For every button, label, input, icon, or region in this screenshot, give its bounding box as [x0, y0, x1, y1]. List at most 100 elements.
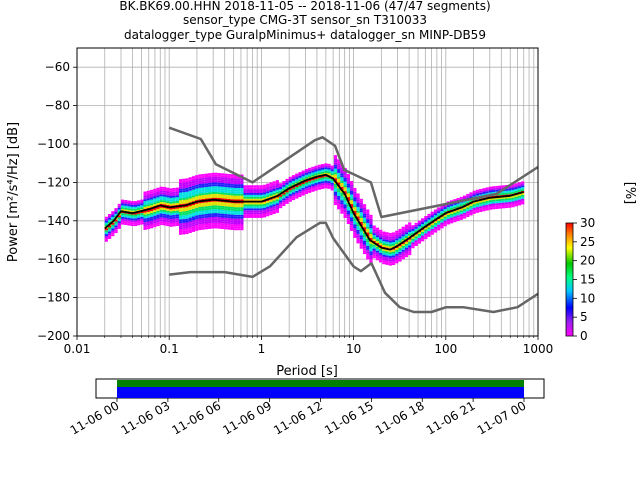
heatmap-cell — [353, 205, 357, 208]
heatmap-cell — [237, 228, 241, 231]
heatmap-cell — [411, 225, 415, 228]
heatmap-cell — [314, 184, 318, 187]
heatmap-cell — [395, 232, 399, 235]
heatmap-cell — [124, 209, 128, 212]
heatmap-cell — [401, 228, 405, 231]
heatmap-cell — [440, 209, 444, 212]
heatmap-cell — [178, 186, 183, 189]
heatmap-cell — [240, 195, 244, 198]
heatmap-cell — [353, 203, 357, 206]
heatmap-cell — [104, 220, 108, 223]
heatmap-cell — [137, 211, 141, 214]
heatmap-cell — [185, 191, 189, 194]
heatmap-cell — [517, 190, 522, 192]
heatmap-cell — [462, 212, 467, 215]
heatmap-cell — [424, 217, 428, 220]
heatmap-cell — [269, 211, 273, 214]
heatmap-cell — [211, 197, 215, 200]
heatmap-cell — [224, 215, 228, 218]
heatmap-cell — [204, 196, 209, 199]
heatmap-cell — [369, 253, 373, 256]
heatmap-cell — [137, 217, 141, 220]
heatmap-cell — [169, 217, 173, 220]
heatmap-cell — [240, 203, 244, 206]
heatmap-cell — [237, 182, 241, 185]
heatmap-cell — [482, 201, 486, 204]
heatmap-cell — [511, 203, 515, 206]
heatmap-cell — [156, 214, 160, 217]
heatmap-cell — [198, 228, 202, 231]
heatmap-cell — [337, 172, 341, 175]
heatmap-cell — [350, 219, 354, 222]
heatmap-cell — [266, 195, 270, 198]
heatmap-cell — [388, 232, 392, 235]
heatmap-cell — [340, 175, 344, 178]
heatmap-cell — [275, 199, 280, 202]
reference-curves — [168, 126, 538, 314]
heatmap-cell — [359, 244, 363, 247]
heatmap-cell — [224, 202, 228, 205]
heatmap-cell — [249, 187, 254, 190]
heatmap-cell — [211, 176, 215, 179]
heatmap-cell — [159, 200, 163, 203]
heatmap-cell — [143, 206, 147, 209]
heatmap-cell — [253, 208, 257, 211]
heatmap-cell — [488, 198, 492, 201]
heatmap-cell — [401, 249, 405, 252]
heatmap-cell — [156, 220, 160, 223]
heatmap-cell — [346, 174, 351, 177]
heatmap-cell — [337, 190, 341, 193]
heatmap-cell — [275, 193, 280, 196]
heatmap-cell — [243, 208, 247, 211]
heatmap-cell — [211, 211, 215, 214]
heatmap-cell — [169, 213, 173, 216]
heatmap-cell — [266, 191, 270, 194]
heatmap-cell — [249, 202, 254, 205]
heatmap-cell — [356, 206, 360, 209]
heatmap-cell — [153, 221, 157, 224]
heatmap-cell — [240, 178, 244, 181]
heatmap-cell — [362, 236, 367, 239]
heatmap-cell — [256, 194, 260, 197]
heatmap-cell — [240, 186, 244, 188]
heatmap-cell — [350, 182, 354, 185]
heatmap-cell — [395, 253, 399, 256]
heatmap-cell — [472, 190, 476, 193]
heatmap-cell — [498, 199, 502, 201]
heatmap-cell — [246, 196, 250, 199]
heatmap-cell — [343, 204, 347, 207]
heatmap-cell — [104, 235, 108, 238]
coverage-bar-bottom — [117, 387, 524, 398]
heatmap-cell — [227, 191, 231, 194]
heatmap-cell — [159, 205, 163, 208]
heatmap-cell — [353, 232, 357, 235]
heatmap-cell — [230, 187, 234, 190]
heatmap-cell — [504, 192, 509, 195]
heatmap-cell — [482, 190, 486, 193]
heatmap-cell — [211, 215, 215, 217]
heatmap-cell — [511, 191, 515, 194]
heatmap-cell — [430, 211, 434, 214]
heatmap-cell — [182, 197, 186, 200]
heatmap-cell — [346, 181, 351, 184]
heatmap-cell — [266, 212, 270, 215]
heatmap-cell — [220, 213, 225, 216]
heatmap-cell — [504, 190, 509, 193]
heatmap-cell — [204, 219, 209, 222]
heatmap-cell — [343, 177, 347, 180]
heatmap-cell — [340, 169, 344, 172]
heatmap-cell — [301, 182, 305, 185]
heatmap-cell — [169, 219, 173, 221]
heatmap-cell — [166, 212, 170, 215]
heatmap-cell — [330, 175, 334, 178]
heatmap-cell — [237, 214, 241, 217]
heatmap-cell — [195, 209, 199, 212]
heatmap-cell — [350, 181, 354, 183]
heatmap-cell — [417, 224, 422, 227]
heatmap-cell — [182, 219, 186, 221]
heatmap-cell — [304, 170, 309, 173]
heatmap-cell — [204, 181, 209, 184]
heatmap-cell — [379, 229, 383, 232]
heatmap-cell — [114, 231, 118, 234]
heatmap-cell — [178, 198, 183, 201]
